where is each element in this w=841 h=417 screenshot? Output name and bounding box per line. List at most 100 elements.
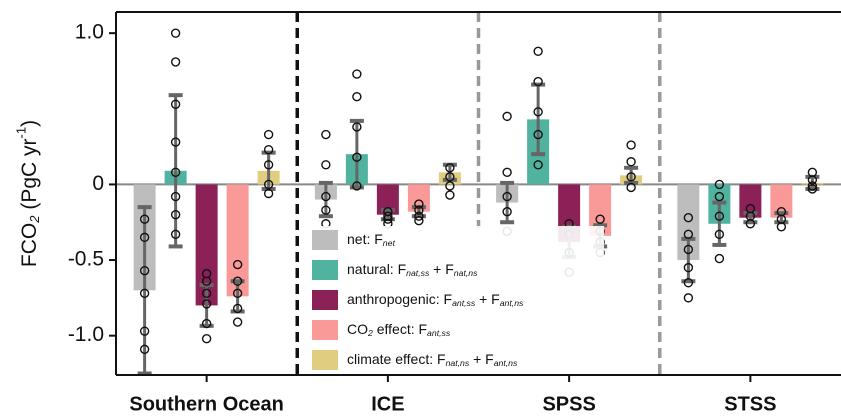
subscript: ant,ns [500,298,524,308]
model-point [352,91,362,102]
legend-box [304,226,604,374]
bar [589,184,612,236]
model-point [683,293,694,303]
model-point [595,214,605,224]
subscript: nat,ns [454,268,478,278]
text-part: (PgC yr [18,138,41,215]
model-point [201,288,212,299]
model-point [414,205,424,215]
subscript: net [383,238,396,248]
legend-label: natural: Fnat,ss + Fnat,ns [347,261,478,279]
text-part: + F [429,261,454,277]
legend-label: CO2 effect: Fant,ss [347,321,451,339]
model-point [170,191,181,202]
legend-swatch [312,350,338,370]
bar [770,184,793,218]
model-point [445,172,455,182]
subscript: nat,ss [406,268,430,278]
model-point [414,211,424,221]
model-point [139,265,150,276]
model-point [352,181,362,191]
bar [195,184,218,306]
model-point [321,191,331,202]
model-point [321,160,331,170]
model-point [626,172,636,182]
y-axis-label: FCO2 (PgC yr-1) [14,120,42,267]
model-point [776,222,787,232]
model-point [714,211,725,221]
text-part: + F [475,291,500,307]
x-tick-label: Southern Ocean [129,393,283,415]
model-point [201,276,212,286]
model-point [445,190,455,200]
subscript: 2 [27,215,42,224]
model-point [745,219,756,229]
y-tick-label: 1.0 [75,21,104,44]
y-tick-label: -1.0 [68,323,104,346]
subscript: ant,ns [494,358,518,368]
legend: net: Fnet natural: Fnat,ss + Fnat,ns anthr… [304,226,604,374]
model-point [626,182,636,193]
y-tick-label: -0.5 [68,248,104,271]
text-part: anthropogenic: F [347,291,452,307]
model-point [714,229,725,240]
text-part: effect: F [373,321,427,337]
model-point [445,181,455,191]
x-tick-label: ICE [371,393,404,415]
model-point [414,216,424,226]
model-point [170,167,181,178]
model-point [321,129,331,140]
legend-swatch [312,230,338,250]
model-point [626,157,636,167]
model-point [263,129,274,140]
model-point [683,244,694,255]
subscript: 2 [367,328,373,338]
model-point [232,303,243,314]
model-point [232,317,243,327]
subscript: ant,ss [427,328,451,338]
model-point [170,28,181,38]
model-point [383,214,393,224]
model-point [201,318,212,329]
subscript: nat,ns [446,358,470,368]
model-point [201,299,212,309]
model-point [263,188,274,199]
model-point [502,191,512,202]
legend-label: anthropogenic: Fant,ss + Fant,ns [347,291,524,309]
x-tick-label: SPSS [542,393,595,415]
legend-swatch [312,260,338,280]
text-part: CO [347,321,368,337]
text-part: FCO [18,223,41,267]
model-point [714,179,725,190]
model-point [533,76,543,87]
model-point [139,344,150,354]
model-point [683,278,694,288]
model-point [414,199,424,209]
legend-label: net: Fnet [347,231,395,249]
model-point [502,111,512,122]
superscript: -1 [14,127,29,139]
legend-swatch [312,320,338,340]
model-point [352,152,362,162]
model-point [683,262,694,273]
model-point [170,229,181,240]
model-point [170,99,181,109]
text-part: net: F [347,231,383,247]
model-point [232,288,243,299]
model-point [352,122,362,132]
model-point [807,175,818,185]
model-point [139,326,150,336]
model-point [533,107,543,117]
model-point [139,232,150,243]
model-point [321,205,331,215]
model-point [533,46,543,57]
model-point [683,229,694,240]
model-point [139,214,150,224]
model-point [201,334,212,344]
model-point [352,69,362,79]
model-point [533,160,543,170]
model-point [170,209,181,220]
text-part: climate effect: F [347,351,446,367]
model-point [502,206,512,217]
